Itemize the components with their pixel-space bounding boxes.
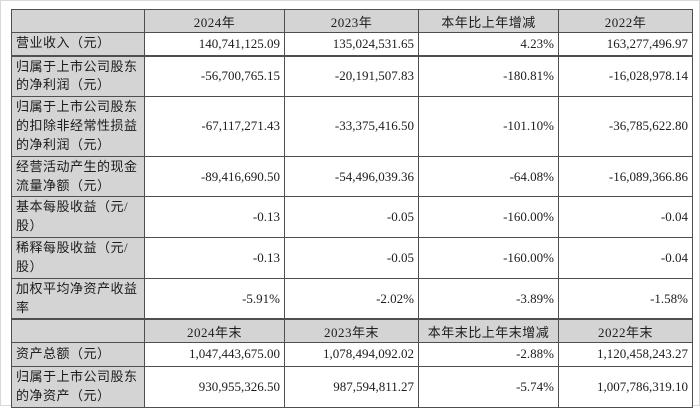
cell-value: 987,594,811.27 [284,365,419,408]
cell-value: -33,375,416.50 [284,96,419,157]
row-label: 归属于上市公司股东的净利润（元） [11,54,145,98]
row-label: 归属于上市公司股东的净资产（元） [11,365,145,408]
table-row: 加权平均净资产收益率 -5.91% -2.02% -3.89% -1.58% [11,277,693,320]
cell-value: -1.58% [558,277,693,320]
cell-value: -160.00% [418,237,559,279]
table-row: 营业收入（元） 140,741,125.09 135,024,531.65 4.23%… [11,32,693,56]
column-header: 本年末比上年末增减 [418,318,559,343]
table-row: 归属于上市公司股东的扣除非经常性损益的净利润（元） -67,117,271.43-… [11,96,693,157]
column-header: 2022年末 [558,318,693,343]
key-financials-table: 2024年 2023年 本年比上年增减 2022年 营业收入（元） 140,741,125… [11,9,693,408]
corner-cell [11,318,145,343]
cell-value: -36,785,622.80 [558,96,693,157]
column-header: 2024年末 [144,318,285,343]
cell-value: -0.13 [144,196,285,239]
corner-cell [11,9,145,33]
cell-value: -3.89% [418,277,559,320]
cell-value: -0.05 [284,237,419,279]
table-row: 归属于上市公司股东的净资产（元） 930,955,326.50 987,594,81… [11,365,693,408]
row-label: 营业收入（元） [11,32,145,56]
table-row: 基本每股收益（元/股） -0.13 -0.05 -160.00% -0.04 [11,196,693,239]
cell-value: -89,416,690.50 [144,155,285,198]
cell-value: 1,078,494,092.02 [284,341,419,367]
column-header: 2022年 [558,9,693,33]
row-label: 加权平均净资产收益率 [11,277,145,320]
financial-table-body: 2024年 2023年 本年比上年增减 2022年 营业收入（元） 140,741,125… [11,9,693,408]
column-header: 2024年 [144,9,285,33]
cell-value: 140,741,125.09 [144,32,285,56]
cell-value: 930,955,326.50 [144,365,285,408]
cell-value: -16,089,366.86 [558,155,693,198]
table-row: 稀释每股收益（元/股） -0.13 -0.05 -160.00% -0.04 [11,237,693,279]
cell-value: 1,047,443,675.00 [144,341,285,367]
cell-value: -0.04 [558,237,693,279]
column-header: 本年比上年增减 [418,9,559,33]
row-label: 经营活动产生的现金流量净额（元） [11,155,145,198]
cell-value: -20,191,507.83 [284,54,419,98]
table-row: 经营活动产生的现金流量净额（元） -89,416,690.50 -54,496,03… [11,155,693,198]
row-label: 稀释每股收益（元/股） [11,237,145,279]
cell-value: 163,277,496.97 [558,32,693,56]
table-row: 归属于上市公司股东的净利润（元） -56,700,765.15 -20,191,50… [11,54,693,98]
cell-value: -2.88% [418,341,559,367]
cell-value: -180.81% [418,54,559,98]
header-row: 2024年末 2023年末 本年末比上年末增减 2022年末 [11,318,693,343]
cell-value: -5.74% [418,365,559,408]
cell-value: 135,024,531.65 [284,32,419,56]
cell-value: -56,700,765.15 [144,54,285,98]
cell-value: -0.04 [558,196,693,239]
cell-value: -160.00% [418,196,559,239]
cell-value: -2.02% [284,277,419,320]
cell-value: 4.23% [418,32,559,56]
cell-value: -64.08% [418,155,559,198]
column-header: 2023年 [284,9,419,33]
cell-value: -54,496,039.36 [284,155,419,198]
cell-value: -16,028,978.14 [558,54,693,98]
row-label: 基本每股收益（元/股） [11,196,145,239]
cell-value: 1,007,786,319.10 [558,365,693,408]
cell-value: -0.05 [284,196,419,239]
cell-value: -101.10% [418,96,559,157]
header-row: 2024年 2023年 本年比上年增减 2022年 [11,9,693,33]
cell-value: -0.13 [144,237,285,279]
row-label: 归属于上市公司股东的扣除非经常性损益的净利润（元） [11,96,145,157]
column-header: 2023年末 [284,318,419,343]
cell-value: 1,120,458,243.27 [558,341,693,367]
row-label: 资产总额（元） [11,341,145,367]
cell-value: -67,117,271.43 [144,96,285,157]
cell-value: -5.91% [144,277,285,320]
table-row: 资产总额（元） 1,047,443,675.00 1,078,494,092.02-… [11,341,693,367]
